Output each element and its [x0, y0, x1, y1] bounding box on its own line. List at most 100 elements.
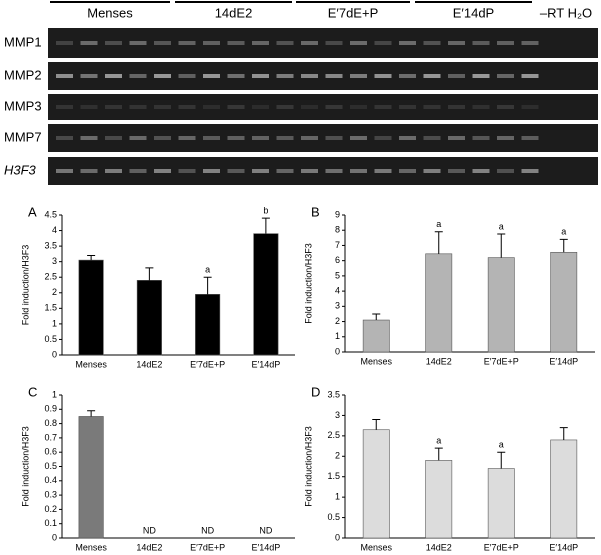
row-label: MMP3: [4, 98, 42, 113]
gel-band: [472, 169, 490, 173]
x-tick-label: 14dE2: [136, 542, 162, 552]
y-axis-label: Fold induction/H3F3: [303, 243, 313, 324]
annotation: b: [263, 205, 268, 215]
gel-band: [497, 74, 514, 78]
gel-band: [399, 169, 416, 173]
y-tick-label: 0.8: [44, 418, 57, 428]
gel-band: [399, 105, 416, 109]
x-tick-label: 14dE2: [426, 356, 452, 366]
gel-band: [203, 136, 220, 140]
gel-band: [178, 136, 196, 140]
error-bar: [559, 238, 568, 253]
row-label: MMP1: [4, 34, 42, 49]
gel-band: [350, 136, 367, 140]
gel-band: [325, 105, 343, 109]
gel-band: [423, 136, 441, 140]
y-tick-label: 4.5: [44, 209, 57, 219]
bar: [362, 319, 390, 353]
annotation: a: [499, 221, 504, 231]
gel-band: [178, 41, 196, 45]
y-tick-label: 2.5: [327, 430, 340, 440]
group-label: E′14dP: [453, 5, 494, 20]
gel-band: [154, 169, 171, 173]
y-tick-label: 3.5: [44, 240, 57, 250]
gel-band: [350, 74, 367, 78]
bar: [425, 460, 453, 539]
y-tick-label: 4: [52, 225, 57, 235]
x-tick-label: E′7dE+P: [484, 542, 519, 552]
gel-band: [325, 169, 343, 173]
y-tick-label: 3: [335, 301, 340, 311]
gel-band: [56, 136, 73, 140]
gel-band: [56, 169, 73, 173]
x-tick-label: E′7dE+P: [190, 542, 225, 552]
gel-band: [374, 74, 392, 78]
gel-band: [521, 41, 539, 45]
error-bar: [203, 276, 212, 295]
x-tick-label: Menses: [360, 542, 392, 552]
y-tick-label: 0: [52, 532, 57, 542]
gel-band: [325, 136, 343, 140]
gel-band: [227, 105, 245, 109]
gel-band: [129, 105, 147, 109]
gel-band: [105, 169, 122, 173]
y-tick-label: 3: [335, 410, 340, 420]
bar: [487, 257, 515, 353]
gel-band: [276, 136, 294, 140]
error-bar: [497, 451, 506, 469]
y-axis-label: Fold induction/H3F3: [20, 245, 30, 326]
y-tick-label: 1: [335, 492, 340, 502]
gel-band: [448, 41, 465, 45]
bar: [362, 429, 390, 539]
gel-band: [497, 169, 514, 173]
gel-band: [399, 136, 416, 140]
y-tick-label: 0.4: [44, 475, 57, 485]
x-tick-label: E′14dP: [252, 542, 281, 552]
gel-band: [154, 136, 171, 140]
y-axis-label: Fold induction/H3F3: [20, 426, 30, 507]
gel-band: [105, 105, 122, 109]
gel-band: [105, 74, 122, 78]
panel-letter: D: [311, 384, 320, 399]
gel-band: [252, 169, 269, 173]
annotation: a: [436, 435, 441, 445]
gel-band: [276, 74, 294, 78]
gel-band: [203, 169, 220, 173]
bar: [487, 468, 515, 539]
gel-band: [56, 105, 73, 109]
gel-band: [178, 105, 196, 109]
gel-band: [203, 41, 220, 45]
y-tick-label: 4: [335, 285, 340, 295]
y-tick-label: 1.5: [44, 303, 57, 313]
gel-band: [80, 74, 98, 78]
x-tick-label: E′14dP: [549, 542, 578, 552]
gel-band: [80, 41, 98, 45]
gel-band: [497, 105, 514, 109]
gel-band: [154, 41, 171, 45]
annotation: ND: [201, 525, 214, 535]
gel-band: [301, 41, 318, 45]
error-bar: [434, 231, 443, 254]
y-tick-label: 3: [52, 256, 57, 266]
annotation: a: [436, 219, 441, 229]
y-tick-label: 0.2: [44, 504, 57, 514]
x-tick-label: Menses: [360, 356, 392, 366]
y-tick-label: 6: [335, 255, 340, 265]
gel-band: [301, 136, 318, 140]
gel-band: [423, 169, 441, 173]
annotation: a: [205, 265, 210, 275]
y-tick-label: 9: [335, 209, 340, 219]
gel-band: [472, 41, 490, 45]
bar: [78, 416, 104, 539]
y-tick-label: 1: [52, 389, 57, 399]
error-bar: [434, 447, 443, 461]
y-tick-label: 1: [335, 331, 340, 341]
gel-band: [301, 169, 318, 173]
error-bar: [87, 254, 96, 261]
gel-band: [399, 41, 416, 45]
gel-band: [105, 136, 122, 140]
x-tick-label: Menses: [75, 359, 107, 369]
panel-letter: C: [28, 384, 37, 399]
gel-band: [301, 105, 318, 109]
gel-band: [325, 41, 343, 45]
